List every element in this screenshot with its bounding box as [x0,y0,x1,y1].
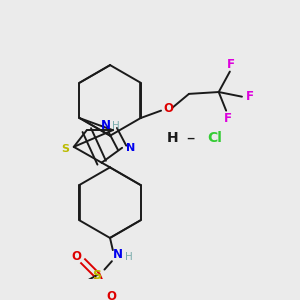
Text: H: H [112,121,119,131]
Text: O: O [164,102,173,115]
Text: S: S [92,269,101,282]
Text: Cl: Cl [208,130,223,145]
Text: F: F [224,112,232,125]
Text: N: N [100,119,110,133]
Text: H: H [125,252,133,262]
Text: F: F [245,90,253,103]
Text: S: S [61,144,69,154]
Text: O: O [106,290,116,300]
Text: H: H [167,130,178,145]
Text: N: N [126,143,135,153]
Text: –: – [187,129,195,147]
Text: N: N [112,248,122,261]
Text: O: O [72,250,82,263]
Text: F: F [227,58,235,70]
